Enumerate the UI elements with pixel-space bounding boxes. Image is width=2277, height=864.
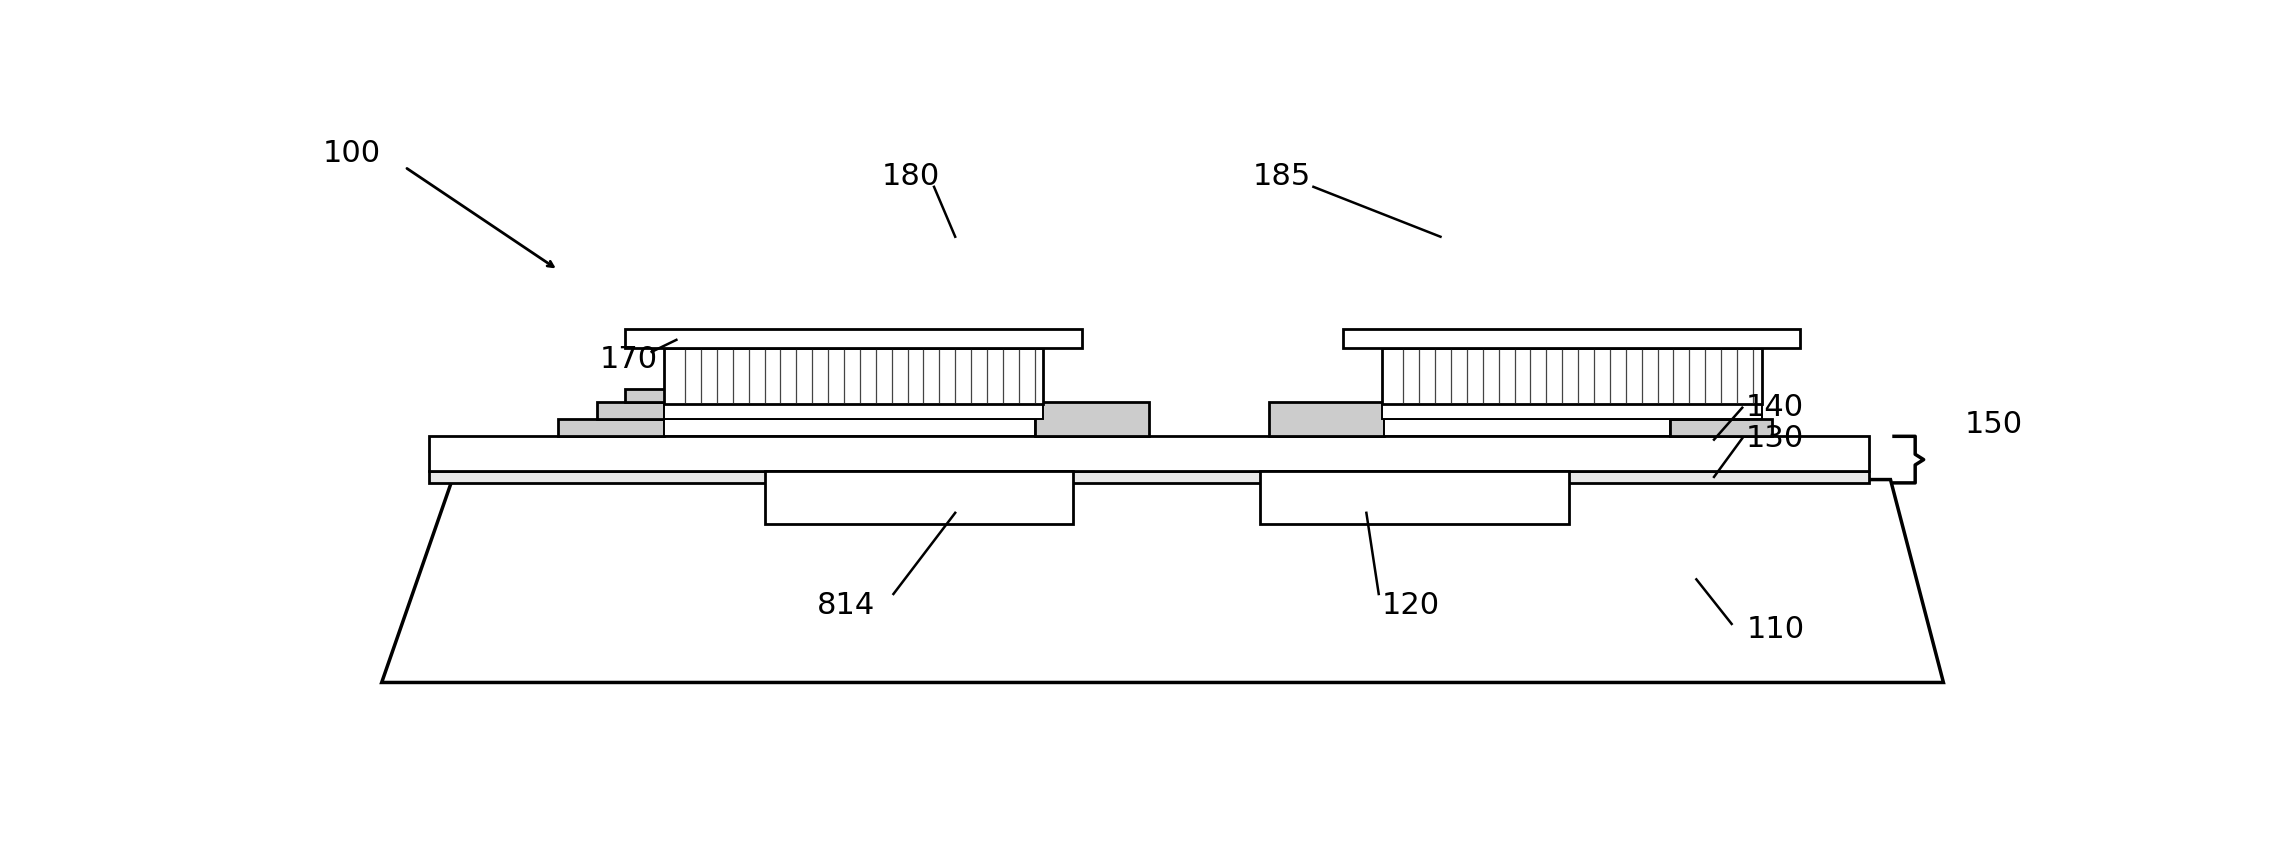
Text: 150: 150 (1965, 410, 2022, 439)
Bar (1382, 404, 1762, 419)
Bar (1343, 329, 1801, 348)
Text: 140: 140 (1746, 393, 1803, 422)
Bar (626, 389, 674, 402)
Bar (1669, 389, 1726, 402)
Bar (1034, 402, 1150, 436)
Bar (1669, 419, 1772, 436)
Text: 180: 180 (881, 162, 940, 191)
Bar (1669, 402, 1746, 419)
Bar (665, 419, 1034, 436)
Bar (430, 471, 1869, 483)
Text: 170: 170 (599, 346, 658, 374)
Bar (558, 419, 665, 436)
Bar (1268, 402, 1384, 436)
Text: 120: 120 (1382, 592, 1439, 620)
Bar (597, 402, 672, 419)
Text: 185: 185 (1252, 162, 1312, 191)
Bar (1384, 419, 1669, 436)
Text: 130: 130 (1746, 424, 1803, 453)
Bar (665, 348, 1043, 404)
Bar (626, 329, 1082, 348)
Bar (765, 471, 1072, 524)
Text: 100: 100 (323, 139, 380, 168)
Text: 110: 110 (1746, 615, 1806, 644)
Bar (1382, 348, 1762, 404)
Bar (430, 436, 1869, 471)
Polygon shape (383, 480, 1945, 683)
Bar (1261, 471, 1569, 524)
Text: 814: 814 (817, 592, 874, 620)
Bar (665, 404, 1043, 419)
